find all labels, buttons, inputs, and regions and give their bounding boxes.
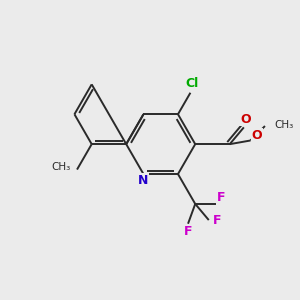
Text: F: F <box>217 191 226 204</box>
Text: F: F <box>213 214 221 226</box>
Text: Cl: Cl <box>185 77 199 91</box>
Text: CH₃: CH₃ <box>274 120 294 130</box>
Text: CH₃: CH₃ <box>51 162 70 172</box>
Text: N: N <box>138 174 148 187</box>
Text: O: O <box>252 129 262 142</box>
Text: O: O <box>240 113 250 126</box>
Text: F: F <box>184 225 192 239</box>
